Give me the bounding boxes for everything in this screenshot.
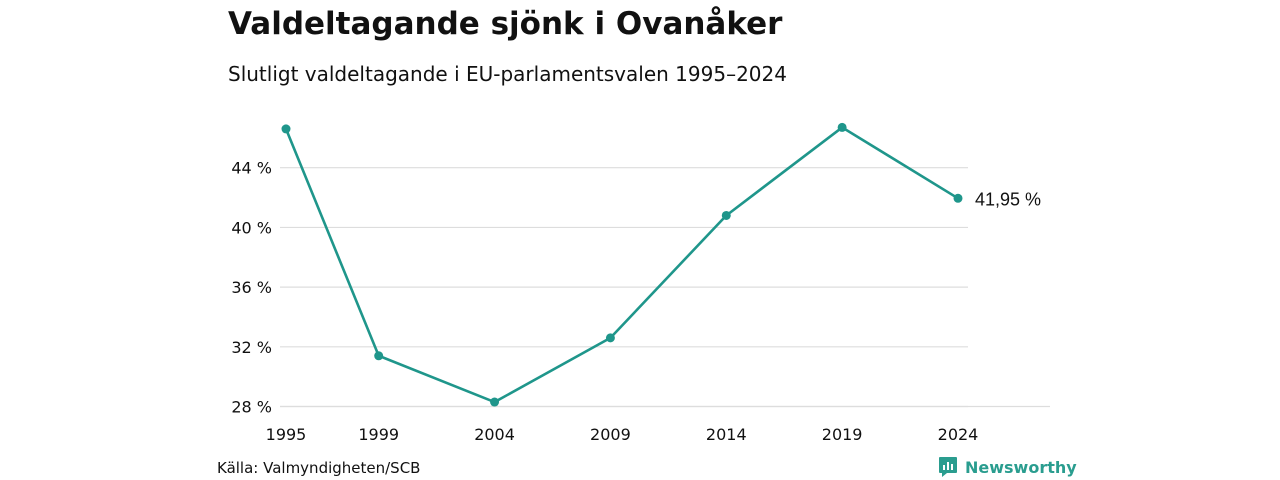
y-tick-label: 32 % bbox=[231, 338, 272, 357]
y-tick-label: 28 % bbox=[231, 398, 272, 417]
data-point bbox=[721, 210, 731, 220]
x-tick-label: 2004 bbox=[474, 425, 515, 444]
series-line bbox=[284, 126, 959, 404]
y-tick-label: 36 % bbox=[231, 278, 272, 297]
x-tick-label: 2014 bbox=[706, 425, 747, 444]
brand-name: Newsworthy bbox=[965, 457, 1077, 477]
data-point bbox=[605, 333, 615, 343]
end-value-label: 41,95 % bbox=[975, 189, 1041, 209]
source-note: Källa: Valmyndigheten/SCB bbox=[217, 459, 421, 477]
data-point bbox=[281, 124, 291, 134]
data-point bbox=[374, 351, 384, 361]
x-tick-label: 2019 bbox=[822, 425, 863, 444]
chart-subtitle: Slutligt valdeltagande i EU-parlamentsva… bbox=[228, 62, 787, 86]
x-tick-label: 1995 bbox=[266, 425, 307, 444]
data-point bbox=[837, 122, 847, 132]
x-tick-label: 2024 bbox=[938, 425, 979, 444]
brand-logo: Newsworthy bbox=[938, 456, 1077, 478]
data-point bbox=[490, 397, 500, 407]
y-tick-label: 40 % bbox=[231, 218, 272, 237]
x-tick-label: 1999 bbox=[358, 425, 399, 444]
chart-title: Valdeltagande sjönk i Ovanåker bbox=[228, 6, 783, 42]
newsworthy-icon bbox=[939, 457, 957, 477]
y-tick-label: 44 % bbox=[231, 159, 272, 178]
x-tick-label: 2009 bbox=[590, 425, 631, 444]
data-point bbox=[953, 193, 963, 203]
